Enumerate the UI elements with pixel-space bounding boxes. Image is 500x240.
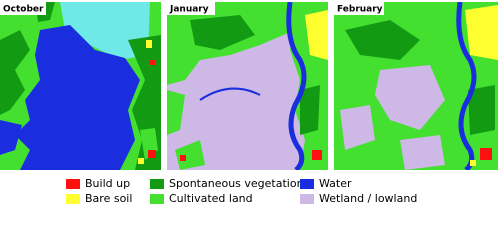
- panel-title: February: [337, 5, 383, 15]
- legend-label: Build up: [85, 177, 130, 190]
- map-january: [167, 2, 328, 170]
- legend-swatch: [300, 194, 314, 204]
- legend-label: Water: [319, 177, 352, 190]
- legend-label: Bare soil: [85, 192, 132, 205]
- panel-title: October: [3, 5, 44, 15]
- legend-swatch: [66, 179, 80, 189]
- legend-swatch: [66, 194, 80, 204]
- legend-swatch: [300, 179, 314, 189]
- land-cover-figure: October January February Build up Bare so…: [0, 2, 498, 205]
- map-october: [0, 2, 161, 170]
- legend-swatch: [150, 194, 164, 204]
- legend-label: Wetland / lowland: [319, 192, 417, 205]
- panel-title: January: [169, 5, 209, 15]
- legend-label: Spontaneous vegetation: [169, 177, 304, 190]
- legend: Build up Bare soil Spontaneous vegetation C…: [66, 177, 417, 205]
- legend-swatch: [150, 179, 164, 189]
- map-february: [334, 2, 498, 170]
- legend-label: Cultivated land: [169, 192, 253, 205]
